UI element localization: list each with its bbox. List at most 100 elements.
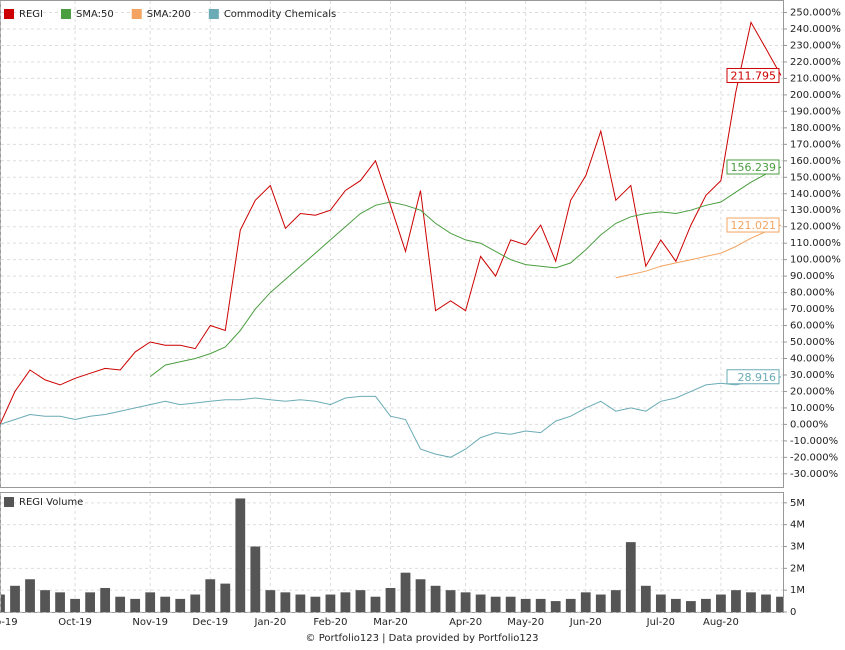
volume-bar [220,583,231,612]
volume-bar [550,601,561,612]
footer: © Portfolio123 | Data provided by Portfo… [306,633,539,644]
volume-bar [115,596,126,612]
y-tick-label: 2M [790,563,805,574]
volume-bar [295,594,306,612]
volume-bar [776,596,783,612]
volume-bar [430,585,441,612]
volume-bar [340,592,351,612]
volume-bar [731,590,741,612]
y-tick-label: 1M [790,585,805,596]
y-tick-label: 30.000% [790,370,835,381]
last-value-box [726,217,780,233]
price-frame [0,0,784,488]
volume-bar [460,592,471,612]
series-line [0,21,782,425]
last-value-box [726,369,780,385]
volume-bar [580,592,591,612]
y-tick-label: 5M [790,498,805,509]
volume-bar [520,598,531,612]
volume-bar [400,572,411,612]
series-line [615,224,782,279]
x-tick-label: Jul-20 [646,617,675,628]
volume-bar [175,598,186,612]
y-tick-label: 130.000% [790,205,841,216]
y-tick-label: 200.000% [790,90,841,101]
last-value-label: 28.916 [738,371,777,384]
volume-bar [325,594,336,612]
volume-bar [701,598,711,612]
volume-bar [475,594,486,612]
last-value-label: 121.021 [731,219,777,232]
x-tick-label: Nov-19 [132,617,168,628]
volume-bar [190,594,201,612]
volume-bar [25,579,35,612]
volume-bar [250,546,261,612]
y-tick-label: 220.000% [790,57,841,68]
y-tick-label: 0.000% [790,419,828,430]
last-value-box [726,159,780,175]
y-tick-label: 4M [790,520,805,531]
volume-bar [535,598,546,612]
series-line [0,376,782,458]
volume-bar [385,587,396,612]
y-tick-label: 210.000% [790,73,841,84]
volume-bar [130,598,141,612]
y-tick-label: 150.000% [790,172,841,183]
y-tick-label: 40.000% [790,353,835,364]
y-tick-label: 3M [790,541,805,552]
legend-label: REGI [19,9,43,20]
y-tick-label: 250.000% [790,8,841,19]
legend-label: REGI Volume [19,497,83,508]
volume-bar [445,590,456,612]
volume-bar [85,592,95,612]
y-tick-label: 120.000% [790,222,841,233]
y-tick-label: 90.000% [790,271,835,282]
volume-bar [505,596,516,612]
volume-bar [355,590,366,612]
volume-bar [40,590,50,612]
series-line [149,166,782,377]
x-tick-label: Jun-20 [569,617,602,628]
y-tick-label: 110.000% [790,238,841,249]
volume-bar [265,590,276,612]
legend-swatch [60,9,71,19]
y-tick-label: -10.000% [790,436,838,447]
volume-bar [490,596,501,612]
volume-bar [610,590,621,612]
y-tick-label: 70.000% [790,304,835,315]
y-tick-label: 170.000% [790,139,841,150]
y-tick-label: 60.000% [790,321,835,332]
legend-label: Commodity Chemicals [224,9,336,20]
y-tick-label: 0 [790,607,796,618]
volume-bar [640,585,651,612]
volume-bar [280,592,291,612]
x-tick-label: Sep-19 [0,617,18,628]
volume-bar [145,592,156,612]
x-tick-label: Apr-20 [449,617,482,628]
volume-bar [625,542,636,612]
x-tick-label: Jan-20 [253,617,286,628]
volume-bar [415,579,426,612]
legend-label: SMA:50 [76,9,114,20]
volume-bar [160,596,171,612]
y-tick-label: 160.000% [790,156,841,167]
volume-bar [565,598,576,612]
y-tick-label: -30.000% [790,469,838,480]
volume-bar [716,594,726,612]
volume-bar [1,594,5,612]
y-tick-label: 180.000% [790,123,841,134]
volume-bar [686,601,696,612]
volume-bar [655,594,666,612]
volume-bar [595,594,606,612]
y-tick-label: 230.000% [790,40,841,51]
last-value-label: 156.239 [731,161,777,174]
y-tick-label: 140.000% [790,189,841,200]
y-tick-label: 190.000% [790,106,841,117]
volume-bar [10,585,20,612]
volume-bar [205,579,216,612]
volume-bar [670,598,681,612]
volume-bar [310,596,321,612]
last-value-label: 211.795 [731,69,777,82]
y-tick-label: -20.000% [790,452,838,463]
x-tick-label: Dec-19 [192,617,228,628]
